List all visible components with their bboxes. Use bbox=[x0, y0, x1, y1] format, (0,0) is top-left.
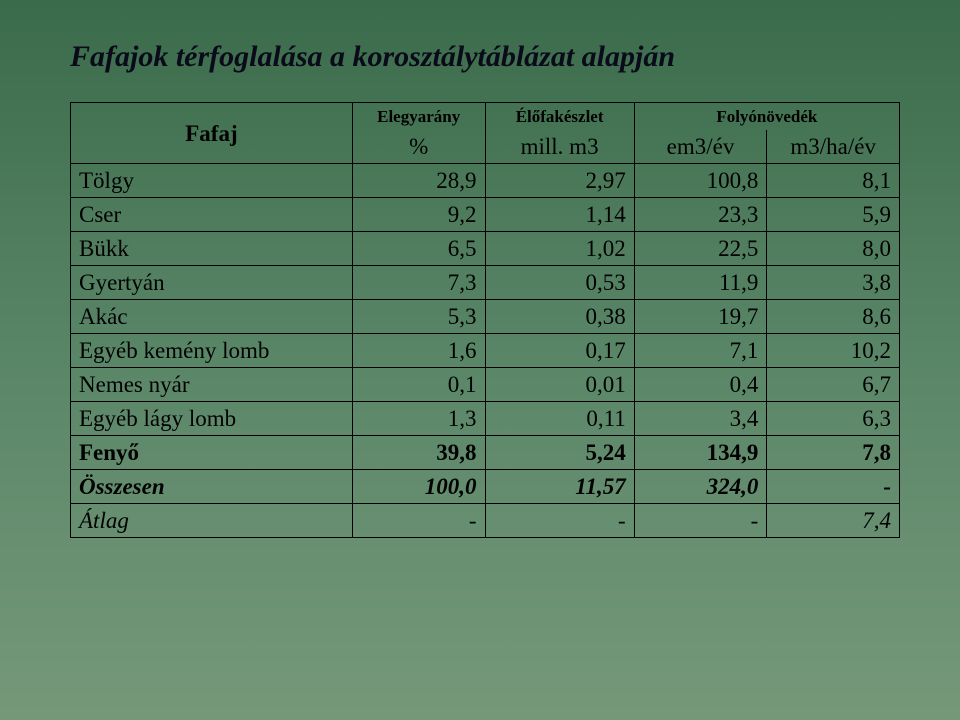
header-em3ev: em3/év bbox=[634, 130, 767, 164]
cell: 28,9 bbox=[352, 164, 485, 198]
page-title: Fafajok térfoglalása a korosztálytábláza… bbox=[70, 40, 900, 74]
cell: 0,4 bbox=[634, 368, 767, 402]
row-name: Egyéb kemény lomb bbox=[71, 334, 353, 368]
row-name: Egyéb lágy lomb bbox=[71, 402, 353, 436]
cell: 1,02 bbox=[485, 232, 634, 266]
cell: 5,9 bbox=[767, 198, 900, 232]
table-row: Cser 9,2 1,14 23,3 5,9 bbox=[71, 198, 900, 232]
cell: 5,24 bbox=[485, 436, 634, 470]
cell: 7,8 bbox=[767, 436, 900, 470]
cell: 2,97 bbox=[485, 164, 634, 198]
header-millm3: mill. m3 bbox=[485, 130, 634, 164]
table-row-fenyo: Fenyő 39,8 5,24 134,9 7,8 bbox=[71, 436, 900, 470]
cell: 7,3 bbox=[352, 266, 485, 300]
data-table: Fafaj Elegyarány Élőfakészlet Folyónöved… bbox=[70, 102, 900, 538]
table-row: Gyertyán 7,3 0,53 11,9 3,8 bbox=[71, 266, 900, 300]
cell: 5,3 bbox=[352, 300, 485, 334]
cell: 3,4 bbox=[634, 402, 767, 436]
header-m3haev: m3/ha/év bbox=[767, 130, 900, 164]
row-name: Akác bbox=[71, 300, 353, 334]
table-header-row-1: Fafaj Elegyarány Élőfakészlet Folyónöved… bbox=[71, 103, 900, 131]
row-name: Átlag bbox=[71, 504, 353, 538]
table-row: Tölgy 28,9 2,97 100,8 8,1 bbox=[71, 164, 900, 198]
cell: - bbox=[485, 504, 634, 538]
cell: 8,6 bbox=[767, 300, 900, 334]
table-row: Egyéb kemény lomb 1,6 0,17 7,1 10,2 bbox=[71, 334, 900, 368]
cell: 7,4 bbox=[767, 504, 900, 538]
table-row: Egyéb lágy lomb 1,3 0,11 3,4 6,3 bbox=[71, 402, 900, 436]
table-row-atlag: Átlag - - - 7,4 bbox=[71, 504, 900, 538]
table-row-osszesen: Összesen 100,0 11,57 324,0 - bbox=[71, 470, 900, 504]
cell: 0,38 bbox=[485, 300, 634, 334]
row-name: Összesen bbox=[71, 470, 353, 504]
cell: 6,5 bbox=[352, 232, 485, 266]
row-name: Nemes nyár bbox=[71, 368, 353, 402]
cell: 23,3 bbox=[634, 198, 767, 232]
row-name: Fenyő bbox=[71, 436, 353, 470]
row-name: Tölgy bbox=[71, 164, 353, 198]
cell: 1,14 bbox=[485, 198, 634, 232]
table-row: Akác 5,3 0,38 19,7 8,6 bbox=[71, 300, 900, 334]
cell: 6,3 bbox=[767, 402, 900, 436]
cell: 100,0 bbox=[352, 470, 485, 504]
cell: 8,1 bbox=[767, 164, 900, 198]
cell: 6,7 bbox=[767, 368, 900, 402]
cell: 0,01 bbox=[485, 368, 634, 402]
cell: 0,17 bbox=[485, 334, 634, 368]
cell: 134,9 bbox=[634, 436, 767, 470]
cell: 10,2 bbox=[767, 334, 900, 368]
cell: 100,8 bbox=[634, 164, 767, 198]
row-name: Gyertyán bbox=[71, 266, 353, 300]
cell: 0,11 bbox=[485, 402, 634, 436]
header-percent: % bbox=[352, 130, 485, 164]
cell: 9,2 bbox=[352, 198, 485, 232]
cell: 1,6 bbox=[352, 334, 485, 368]
header-fafaj: Fafaj bbox=[71, 103, 353, 164]
cell: - bbox=[352, 504, 485, 538]
cell: 11,57 bbox=[485, 470, 634, 504]
header-folyonoveded: Folyónövedék bbox=[634, 103, 899, 131]
cell: 1,3 bbox=[352, 402, 485, 436]
cell: 39,8 bbox=[352, 436, 485, 470]
header-elegyarany: Elegyarány bbox=[352, 103, 485, 131]
row-name: Cser bbox=[71, 198, 353, 232]
cell: - bbox=[634, 504, 767, 538]
cell: 8,0 bbox=[767, 232, 900, 266]
table-row: Nemes nyár 0,1 0,01 0,4 6,7 bbox=[71, 368, 900, 402]
header-elofakeszlet: Élőfakészlet bbox=[485, 103, 634, 131]
cell: 0,53 bbox=[485, 266, 634, 300]
cell: 324,0 bbox=[634, 470, 767, 504]
cell: 7,1 bbox=[634, 334, 767, 368]
cell: 0,1 bbox=[352, 368, 485, 402]
table-row: Bükk 6,5 1,02 22,5 8,0 bbox=[71, 232, 900, 266]
slide: Fafajok térfoglalása a korosztálytábláza… bbox=[0, 0, 960, 720]
cell: 3,8 bbox=[767, 266, 900, 300]
row-name: Bükk bbox=[71, 232, 353, 266]
cell: 19,7 bbox=[634, 300, 767, 334]
cell: 11,9 bbox=[634, 266, 767, 300]
cell: - bbox=[767, 470, 900, 504]
cell: 22,5 bbox=[634, 232, 767, 266]
